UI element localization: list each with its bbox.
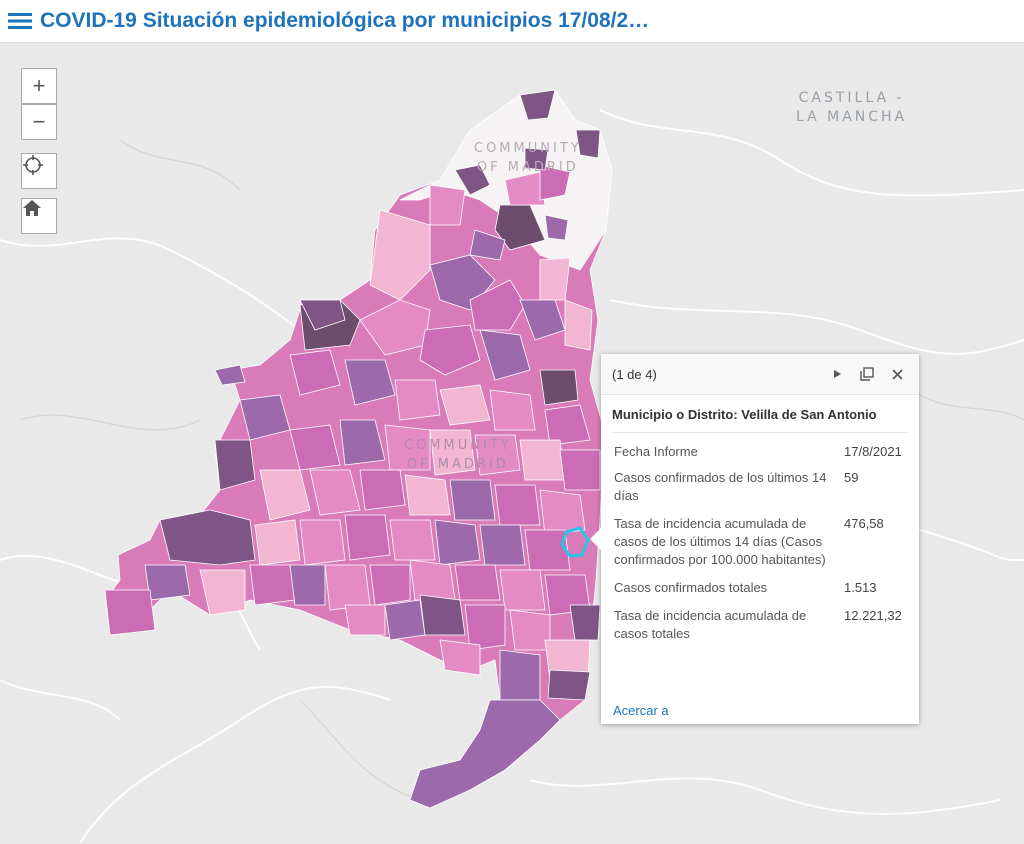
attribute-row: Fecha Informe 17/8/2021 [614, 443, 906, 461]
attribute-value: 12.221,32 [844, 608, 902, 623]
selected-municipality [560, 526, 590, 558]
home-icon [23, 200, 41, 216]
popup-title: Municipio o Distrito: Velilla de San Ant… [612, 407, 908, 433]
dock-icon[interactable] [856, 363, 878, 385]
popup-header: (1 de 4) [601, 354, 919, 395]
attribute-label: Casos confirmados de los últimos 14 días [614, 470, 827, 503]
next-feature-icon[interactable] [826, 363, 848, 385]
locate-button[interactable] [21, 153, 57, 189]
zoom-out-button[interactable]: − [21, 104, 57, 140]
attribute-label: Tasa de incidencia acumulada de casos to… [614, 608, 807, 641]
attribute-row: Casos confirmados totales 1.513 [614, 579, 906, 597]
attribute-label: Casos confirmados totales [614, 580, 768, 595]
close-icon[interactable] [886, 363, 908, 385]
attribute-row: Casos confirmados de los últimos 14 días… [614, 469, 906, 505]
region-label-madrid-center: COMMUNITY OF MADRID [404, 438, 512, 472]
crosshair-icon [23, 155, 43, 175]
attribute-label: Fecha Informe [614, 444, 698, 459]
feature-popup: (1 de 4) Municipio o Distrito: Velilla d… [590, 354, 919, 724]
menu-icon[interactable] [0, 0, 40, 42]
attribute-label: Tasa de incidencia acumulada de casos de… [614, 516, 826, 567]
madrid-region [104, 89, 613, 809]
home-button[interactable] [21, 198, 57, 234]
region-label-madrid-north: COMMUNITY OF MADRID [474, 141, 582, 175]
attribute-value: 59 [844, 470, 859, 485]
zoom-to-link[interactable]: Acercar a [613, 703, 669, 718]
app-header: COVID-19 Situación epidemiológica por mu… [0, 0, 1024, 43]
attribute-value: 476,58 [844, 516, 884, 531]
attribute-value: 17/8/2021 [844, 444, 902, 459]
app-title: COVID-19 Situación epidemiológica por mu… [40, 9, 650, 32]
popup-pointer [590, 528, 601, 550]
attribute-row: Tasa de incidencia acumulada de casos to… [614, 607, 906, 643]
popup-feature-count: (1 de 4) [612, 366, 657, 382]
zoom-in-button[interactable]: + [21, 68, 57, 104]
attribute-row: Tasa de incidencia acumulada de casos de… [614, 515, 906, 569]
attribute-value: 1.513 [844, 580, 877, 595]
region-label-castilla: CASTILLA - LA MANCHA [796, 90, 908, 125]
